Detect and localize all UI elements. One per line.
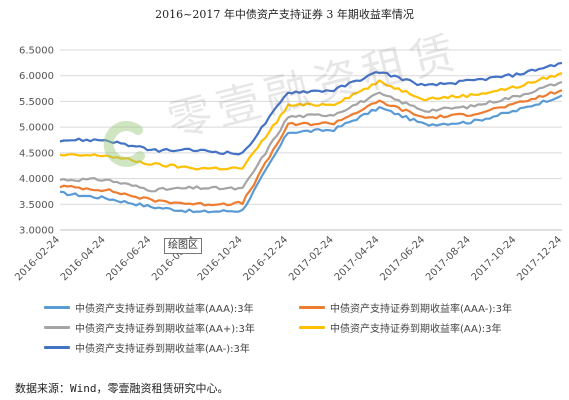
legend-item-aa: 中债资产支持证券到期收益率(AA):3年	[299, 320, 502, 335]
y-tick-label: 6.5000	[19, 46, 54, 57]
y-tick-label: 4.5000	[19, 148, 54, 159]
y-tick-label: 3.0000	[19, 226, 54, 237]
series-line-3	[59, 72, 563, 171]
chart-title: 2016~2017 年中债资产支持证券 3 年期收益率情况	[155, 8, 414, 21]
legend-swatch-aa	[299, 326, 325, 329]
x-tick-label: 2016-02-24	[13, 234, 62, 283]
x-tick-label: 2017-04-24	[333, 234, 382, 283]
legend-swatch-aa-plus	[44, 326, 70, 329]
x-tick-label: 2017-12-24	[515, 234, 564, 283]
series-lines	[59, 61, 563, 214]
legend-item-aaa-minus: 中债资产支持证券到期收益率(AAA-):3年	[299, 300, 512, 315]
y-tick-label: 6.0000	[19, 71, 54, 82]
legend-swatch-aaa-minus	[299, 306, 325, 309]
legend-swatch-aa-minus	[44, 346, 70, 349]
legend-swatch-aaa	[44, 306, 70, 309]
series-line-2	[59, 80, 563, 193]
x-tick-label: 2016-06-24	[105, 234, 154, 283]
gridlines	[60, 49, 562, 231]
x-tick-label: 2016-12-24	[241, 234, 290, 283]
x-tick-label: 2016-04-24	[59, 234, 108, 283]
plot-area-tooltip: 绘图区	[164, 238, 202, 254]
source-note: 数据来源：Wind，零壹融资租赁研究中心。	[15, 382, 229, 395]
x-tick-label: 2016-10-24	[196, 234, 245, 283]
series-line-4	[59, 61, 563, 156]
series-line-1	[59, 89, 563, 207]
x-tick-label: 2017-10-24	[470, 234, 519, 283]
legend-item-aa-minus: 中债资产支持证券到期收益率(AA-):3年	[44, 340, 250, 355]
legend-label-aa-plus: 中债资产支持证券到期收益率(AA+):3年	[75, 324, 255, 335]
legend-label-aaa-minus: 中债资产支持证券到期收益率(AAA-):3年	[330, 304, 513, 315]
y-tick-label: 3.5000	[19, 200, 54, 211]
x-axis-ticks: 2016-02-242016-04-242016-06-242016-08-24…	[13, 234, 564, 283]
legend-label-aaa: 中债资产支持证券到期收益率(AAA):3年	[75, 304, 254, 315]
legend-label-aa: 中债资产支持证券到期收益率(AA):3年	[330, 324, 502, 335]
x-tick-label: 2017-08-24	[424, 234, 473, 283]
legend-item-aa-plus: 中债资产支持证券到期收益率(AA+):3年	[44, 320, 255, 335]
y-axis-ticks: 3.0000 3.5000 4.0000 4.5000 5.0000 5.5000 6.00…	[19, 46, 54, 237]
x-tick-label: 2017-06-24	[378, 234, 427, 283]
y-tick-label: 4.0000	[19, 174, 54, 185]
y-tick-label: 5.5000	[19, 97, 54, 108]
legend-label-aa-minus: 中债资产支持证券到期收益率(AA-):3年	[75, 344, 250, 355]
x-tick-label: 2017-02-24	[287, 234, 336, 283]
series-line-0	[59, 94, 563, 214]
y-tick-label: 5.0000	[19, 123, 54, 134]
legend-item-aaa: 中债资产支持证券到期收益率(AAA):3年	[44, 300, 254, 315]
